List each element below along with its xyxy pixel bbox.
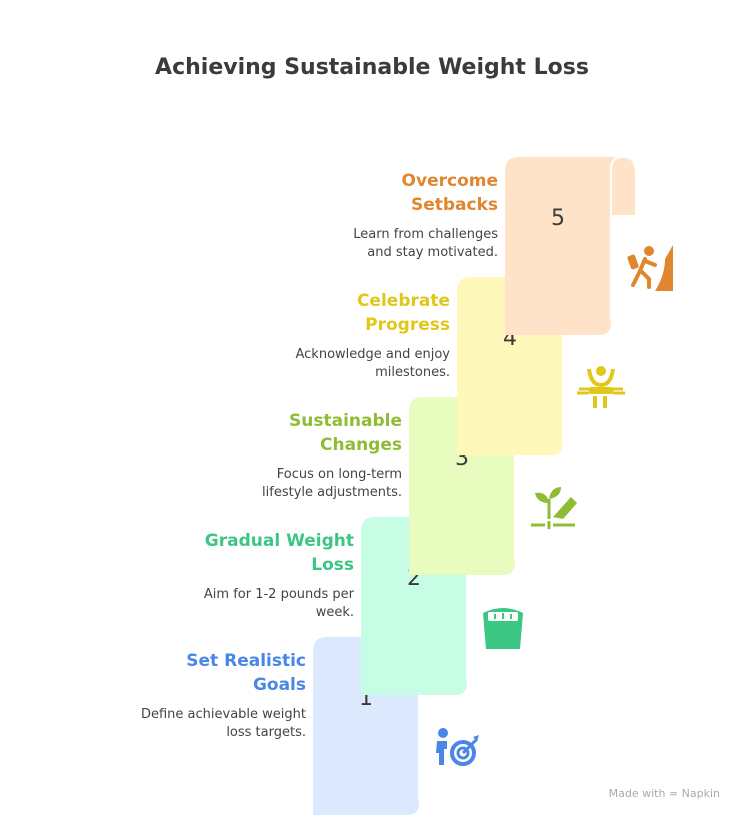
step-title: Gradual Weight [204, 531, 354, 551]
step-description: and stay motivated. [367, 245, 498, 260]
step-title: Loss [311, 555, 354, 575]
step-description: Aim for 1-2 pounds per [203, 587, 354, 602]
plant-hand-icon [531, 487, 577, 529]
climber-icon [627, 245, 673, 291]
scale-icon [483, 608, 523, 649]
napkin-watermark: Made with ≈ Napkin [608, 787, 720, 800]
step-description: loss targets. [226, 725, 306, 740]
step-description: Learn from challenges [353, 227, 498, 242]
step-text-5: Overcome Setbacks Learn from challenges and… [238, 169, 498, 262]
step-description: week. [315, 605, 354, 620]
step-text-4: Celebrate Progress Acknowledge and enjoy mi… [190, 289, 451, 382]
step-title: Goals [252, 675, 306, 695]
step-text-1: Set Realistic Goals Define achievable weig… [46, 649, 306, 742]
step-description: Define achievable weight [140, 707, 306, 722]
step-title: Overcome [401, 171, 498, 191]
step-description: milestones. [375, 365, 450, 380]
person-target-icon [436, 728, 479, 766]
step-description: Focus on long-term [276, 467, 402, 482]
step-text-3: Sustainable Changes Focus on long-term life… [142, 409, 402, 502]
step-text-2: Gradual Weight Loss Aim for 1-2 pounds per… [94, 529, 354, 622]
celebrate-finish-icon [577, 366, 625, 408]
step-body [505, 157, 611, 335]
step-fold [610, 155, 636, 321]
diagram-title: Achieving Sustainable Weight Loss [155, 55, 589, 80]
step-number: 5 [551, 206, 565, 231]
step-title: Changes [320, 435, 402, 455]
step-title: Sustainable [289, 411, 402, 431]
step-title: Progress [365, 315, 450, 335]
step-title: Setbacks [410, 195, 498, 215]
step-description: Acknowledge and enjoy [295, 347, 451, 362]
step-description: lifestyle adjustments. [262, 485, 402, 500]
step-title: Set Realistic [186, 651, 306, 671]
step-title: Celebrate [356, 291, 450, 311]
step-5: 5 [505, 155, 673, 335]
